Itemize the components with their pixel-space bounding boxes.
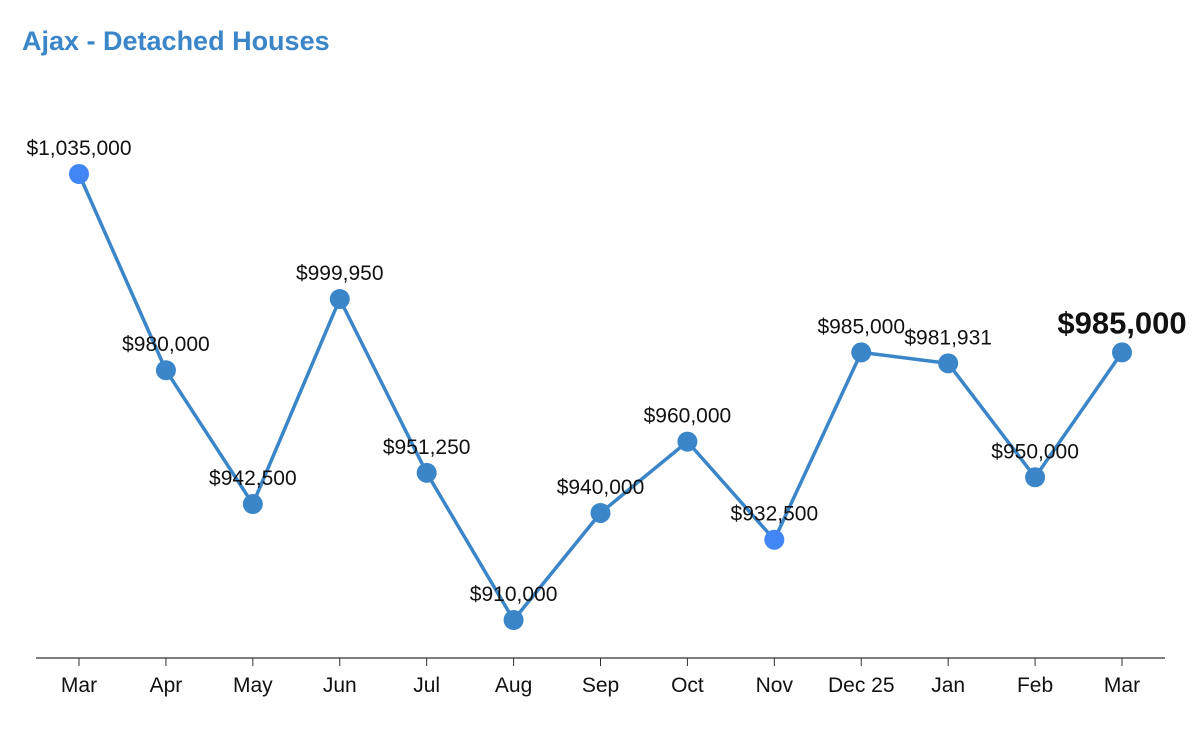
- data-label: $910,000: [470, 583, 558, 606]
- data-label: $980,000: [122, 333, 210, 356]
- x-tick-label: Feb: [1017, 674, 1053, 697]
- series-line: [77, 173, 1124, 622]
- data-label: $960,000: [644, 405, 732, 428]
- data-point: [329, 289, 350, 310]
- data-point: [416, 462, 437, 483]
- data-point: [851, 342, 872, 363]
- data-label: $999,950: [296, 262, 384, 285]
- highlight-data-label: $985,000: [1057, 305, 1186, 340]
- data-point: [155, 360, 176, 381]
- data-label: $951,250: [383, 436, 471, 459]
- x-tick-labels: Mar Apr May Jun Jul Aug Sep Oct Nov Dec 25 Jan Feb M…: [61, 674, 1140, 697]
- x-tick-label: Nov: [756, 674, 794, 697]
- x-tick-label: Jun: [323, 674, 357, 697]
- data-label: $985,000: [817, 315, 905, 338]
- data-point: [242, 494, 263, 515]
- data-point: [938, 353, 959, 374]
- x-tick-label: Dec 25: [828, 674, 895, 697]
- x-ticks: [78, 658, 1123, 666]
- data-point: [590, 502, 611, 523]
- data-point: [1112, 342, 1132, 363]
- data-label: $942,500: [209, 467, 297, 490]
- data-label: $940,000: [557, 476, 645, 499]
- data-point: [677, 431, 698, 452]
- data-point: [1025, 467, 1046, 488]
- x-tick-label: Jan: [931, 674, 965, 697]
- data-points: [69, 164, 1132, 630]
- data-label: $981,931: [904, 326, 992, 349]
- data-labels: $1,035,000 $980,000 $942,500 $999,950 $951,2…: [26, 137, 1186, 606]
- x-tick-label: Aug: [495, 674, 532, 697]
- x-tick-label: Jul: [413, 674, 440, 697]
- x-tick-label: Oct: [671, 674, 704, 697]
- data-label: $1,035,000: [26, 137, 131, 160]
- data-point: [503, 610, 524, 630]
- x-tick-label: Mar: [1104, 674, 1140, 697]
- x-tick-label: Apr: [150, 674, 183, 697]
- data-point: [764, 529, 785, 550]
- x-tick-label: Mar: [61, 674, 97, 697]
- x-tick-label: May: [233, 674, 273, 697]
- chart-title: Ajax - Detached Houses: [22, 26, 330, 56]
- data-point: [69, 164, 89, 184]
- x-tick-label: Sep: [582, 674, 619, 697]
- data-label: $950,000: [991, 440, 1079, 463]
- data-label: $932,500: [731, 503, 819, 526]
